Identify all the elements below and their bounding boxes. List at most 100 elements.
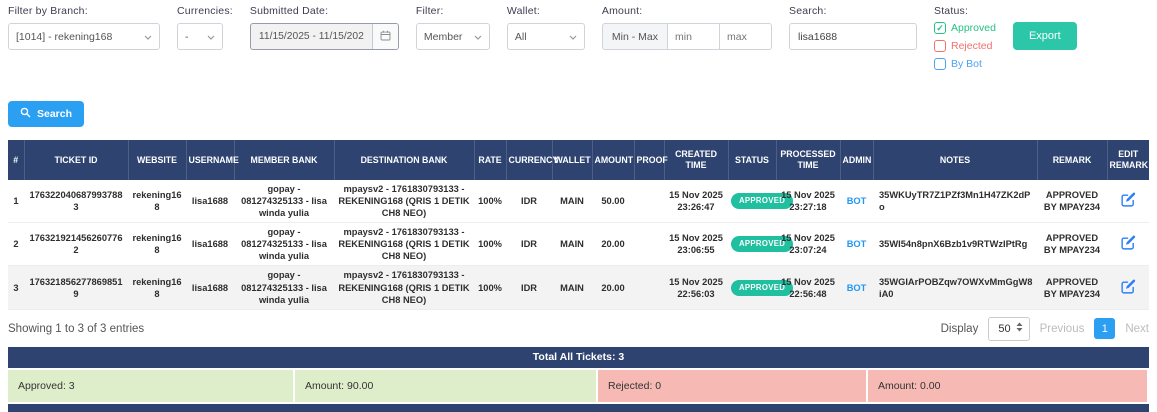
calendar-icon [380, 29, 391, 44]
col-header-currency[interactable]: CURRENCY [506, 140, 558, 180]
cell-destination-bank: mpaysv2 - 1761830793133 - REKENING168 (Q… [334, 222, 474, 267]
pager: Display 50 Previous 1 Next [940, 316, 1149, 341]
search-button[interactable]: Search [8, 101, 85, 127]
calendar-button[interactable] [371, 24, 398, 49]
col-header-website[interactable]: WEBSITE [128, 140, 187, 180]
col-header-status[interactable]: STATUS [728, 140, 777, 180]
status-filter-group: Status: ✓ Approved Rejected By Bot [933, 5, 996, 71]
branch-label: Filter by Branch: [8, 5, 88, 17]
wallet-select[interactable]: All [506, 23, 585, 50]
checkbox-checked-icon[interactable]: ✓ [933, 21, 946, 34]
filter-bar: Filter by Branch: [1014] - rekening168 C… [0, 0, 1157, 71]
status-option-approved[interactable]: ✓ Approved [933, 20, 996, 35]
search-input[interactable] [788, 23, 917, 50]
cell-proof [634, 222, 664, 267]
cell-created-time: 15 Nov 2025 23:26:47 [664, 180, 728, 224]
col-header-processed-time[interactable]: PROCESSED TIME [776, 140, 841, 180]
chevron-down-icon [144, 31, 152, 43]
status-option-label: Approved [950, 21, 996, 34]
processed-date: 15 Nov 2025 [781, 190, 835, 201]
cell-amount: 50.00 [592, 180, 634, 224]
cell-index: 1 [8, 180, 24, 224]
cell-member-bank: gopay - 081274325133 - lisa winda yulia [234, 180, 334, 224]
processed-date: 15 Nov 2025 [781, 276, 835, 287]
cell-admin: BOT [840, 265, 873, 310]
amount-filter-group: Amount: Min - Max [601, 5, 772, 50]
cell-admin: BOT [840, 180, 873, 224]
cell-rate: 100% [474, 180, 506, 224]
amount-max-input[interactable] [719, 23, 772, 50]
summary-grid: Approved: 3 Amount: 90.00 Rejected: 0 Am… [8, 369, 1149, 402]
previous-page-button[interactable]: Previous [1039, 322, 1085, 335]
cell-index: 3 [8, 265, 24, 310]
branch-filter-group: Filter by Branch: [1014] - rekening168 [8, 5, 160, 50]
status-option-label: By Bot [950, 57, 982, 70]
col-header-remark[interactable]: REMARK [1037, 140, 1108, 180]
page-size-value: 50 [998, 322, 1011, 335]
checkbox-unchecked-icon[interactable] [933, 39, 946, 52]
created-date: 15 Nov 2025 [669, 233, 723, 244]
edit-remark-icon[interactable] [1120, 279, 1136, 297]
cell-website: rekening168 [128, 180, 186, 224]
col-header-username[interactable]: USERNAME [186, 140, 239, 180]
checkbox-unchecked-icon[interactable] [933, 57, 946, 70]
cell-username: lisa1688 [186, 222, 234, 267]
cell-status: APPROVED [728, 222, 794, 267]
col-header-index[interactable]: # [8, 140, 25, 180]
cell-remark: APPROVED BY MPAY234 [1037, 180, 1107, 224]
col-header-rate[interactable]: RATE [474, 140, 507, 180]
filter-type-select[interactable]: Member [415, 23, 490, 50]
filter-type-group: Filter: Member [415, 5, 490, 50]
page-size-select[interactable]: 50 [988, 316, 1030, 341]
cell-wallet: MAIN [552, 180, 592, 224]
table-row: 1 1763220406879937883 rekening168 lisa16… [8, 180, 1149, 224]
processed-clock: 22:56:48 [789, 288, 827, 299]
cell-remark: APPROVED BY MPAY234 [1037, 265, 1107, 310]
status-option-rejected[interactable]: Rejected [933, 38, 996, 53]
wallet-select-value: All [514, 30, 527, 43]
date-range-control [249, 23, 399, 50]
status-badge: APPROVED [731, 193, 794, 210]
cell-wallet: MAIN [552, 222, 592, 267]
cell-admin: BOT [840, 222, 873, 267]
search-label: Search: [788, 5, 827, 17]
col-header-created-time[interactable]: CREATED TIME [664, 140, 729, 180]
cell-proof [634, 265, 664, 310]
col-header-ticket-id[interactable]: TICKET ID [24, 140, 129, 180]
col-header-wallet[interactable]: WALLET [552, 140, 593, 180]
next-page-button[interactable]: Next [1125, 322, 1149, 335]
currencies-filter-group: Currencies: - [177, 5, 233, 50]
col-header-notes[interactable]: NOTES [873, 140, 1038, 180]
col-header-member-bank[interactable]: MEMBER BANK [234, 140, 335, 180]
col-header-amount[interactable]: AMOUNT [592, 140, 635, 180]
col-header-edit-remark[interactable]: EDIT REMARK [1107, 140, 1149, 180]
min-max-button[interactable]: Min - Max [601, 23, 668, 50]
col-header-destination-bank[interactable]: DESTINATION BANK [334, 140, 475, 180]
edit-remark-icon[interactable] [1120, 235, 1136, 253]
amount-min-input[interactable] [667, 23, 720, 50]
branch-select[interactable]: [1014] - rekening168 [8, 23, 160, 50]
col-header-proof[interactable]: PROOF [634, 140, 668, 180]
export-button[interactable]: Export [1012, 22, 1077, 50]
cell-ticket-id: 1763218562778698519 [24, 265, 128, 310]
processed-clock: 23:27:18 [789, 202, 827, 213]
status-option-label: Rejected [950, 39, 993, 52]
summary-approved-amount: Amount: 90.00 [295, 369, 598, 402]
cell-member-bank: gopay - 081274325133 - lisa winda yulia [234, 265, 334, 310]
amount-range-control: Min - Max [601, 23, 772, 50]
currencies-label: Currencies: [177, 5, 233, 17]
cell-proof [634, 180, 664, 224]
display-label: Display [940, 322, 979, 335]
chevron-down-icon [207, 31, 215, 43]
cell-index: 2 [8, 222, 24, 267]
status-option-by-bot[interactable]: By Bot [933, 56, 996, 71]
processed-clock: 23:07:24 [789, 245, 827, 256]
search-icon [20, 107, 31, 121]
table-row: 3 1763218562778698519 rekening168 lisa16… [8, 265, 1149, 310]
date-range-input[interactable] [250, 24, 372, 49]
col-header-admin[interactable]: ADMIN [840, 140, 874, 180]
currencies-select[interactable]: - [177, 23, 223, 50]
edit-remark-icon[interactable] [1120, 192, 1136, 210]
wallet-label: Wallet: [506, 5, 540, 17]
page-number-button[interactable]: 1 [1094, 318, 1116, 340]
